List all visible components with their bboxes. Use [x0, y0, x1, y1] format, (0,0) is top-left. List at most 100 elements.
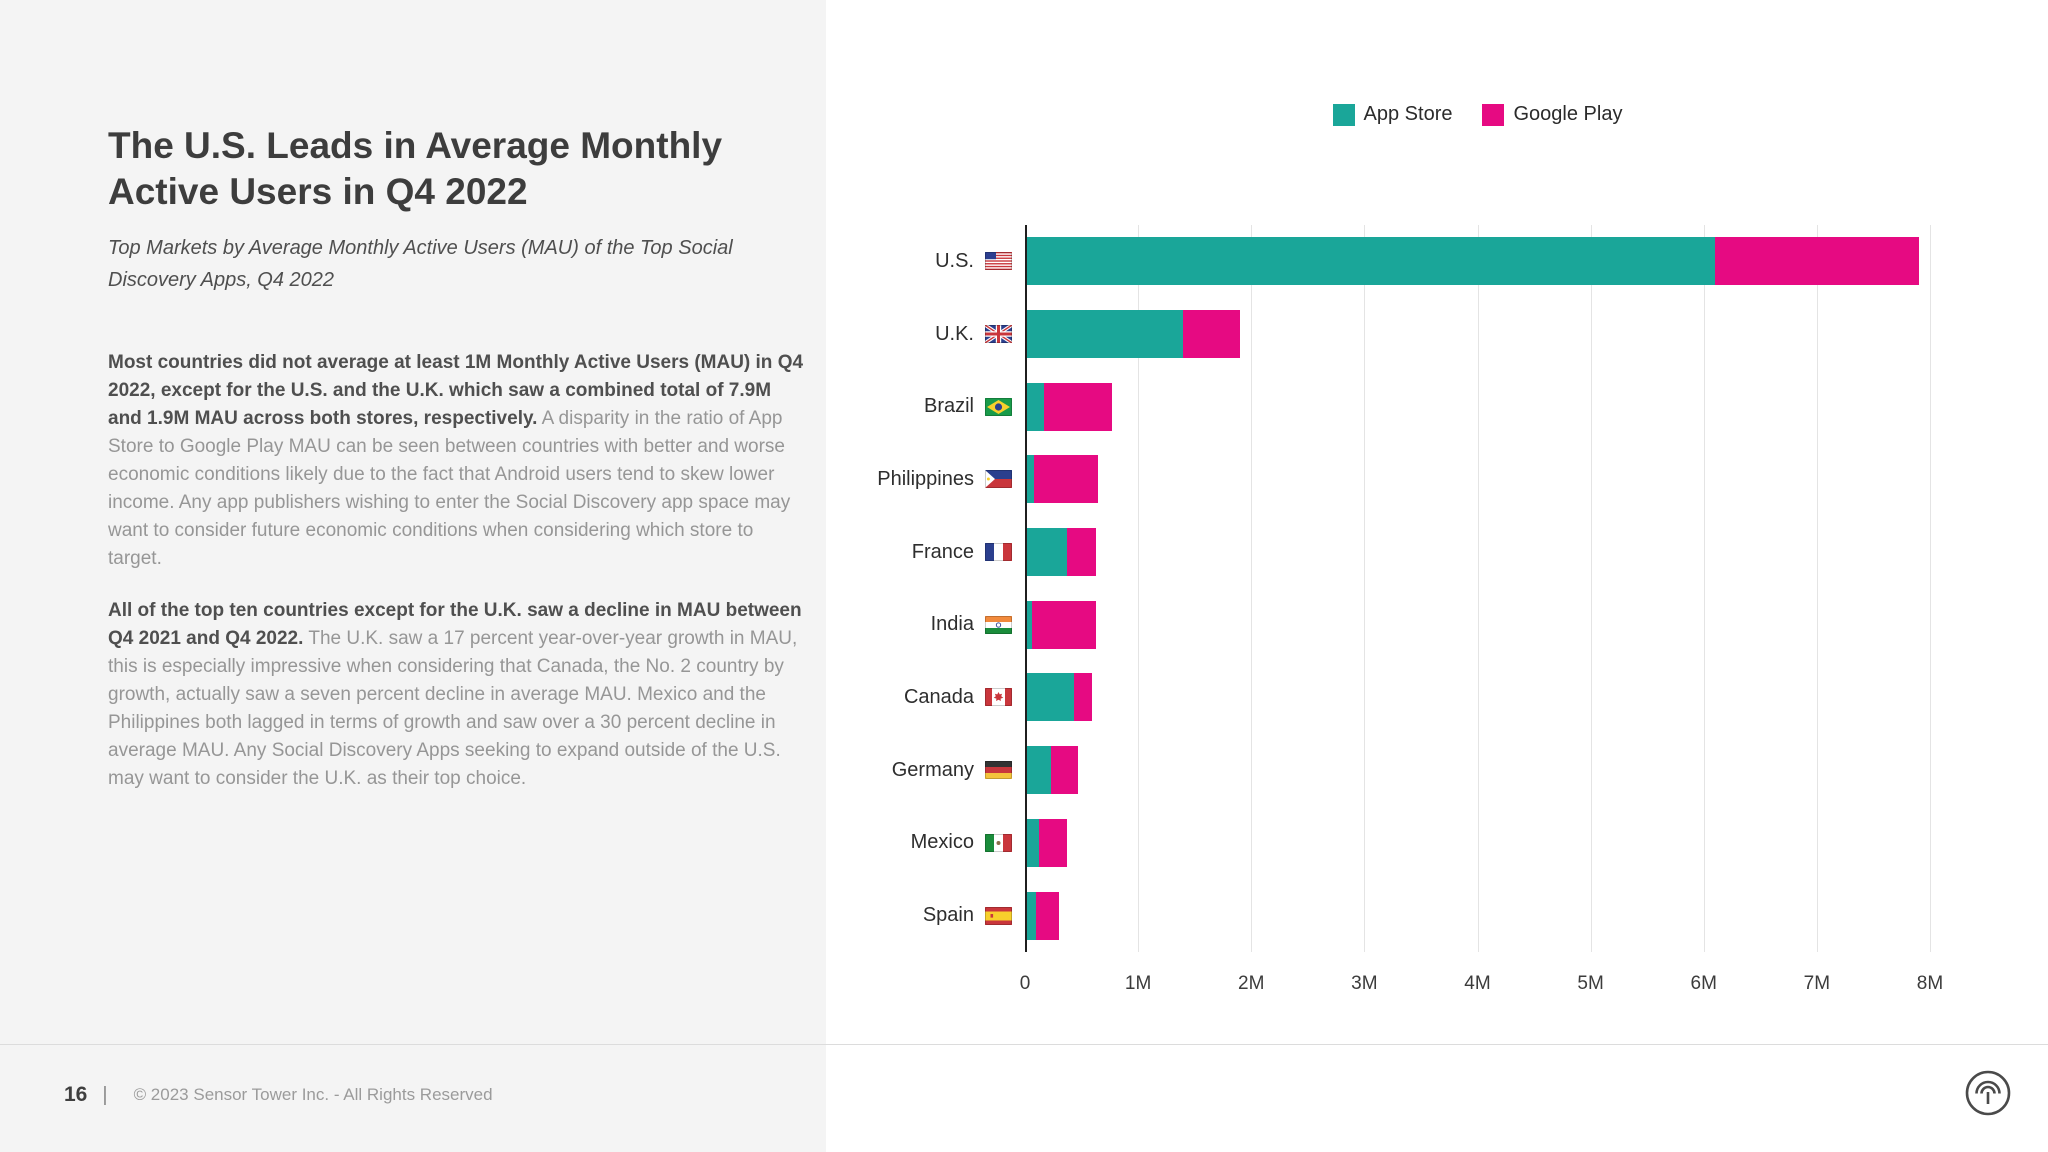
x-tick-label: 5M: [1577, 973, 1604, 994]
country-name: Spain: [922, 904, 974, 927]
bar-track: [1025, 310, 1240, 359]
country-label: Canada: [830, 686, 1025, 709]
chart-row: Canada: [830, 661, 1940, 734]
x-tick-label: 0: [1019, 973, 1031, 994]
copyright-text: © 2023 Sensor Tower Inc. - All Rights Re…: [133, 1085, 493, 1104]
paragraph-1-bold: Most countries did not average at least …: [108, 352, 804, 429]
x-tick-label: 3M: [1351, 973, 1378, 994]
footer-separator: |: [102, 1083, 108, 1106]
canada-flag-icon: [985, 688, 1012, 707]
bar-track: [1025, 673, 1092, 722]
gridline: [1364, 225, 1366, 952]
bar-segment-google-play: [1715, 237, 1919, 286]
legend-item-google-play: Google Play: [1482, 103, 1622, 126]
x-tick-label: 6M: [1690, 973, 1717, 994]
country-label: Germany: [830, 759, 1025, 782]
chart-caption: Top Markets by Average Monthly Active Us…: [108, 237, 733, 291]
gridline: [1251, 225, 1253, 952]
chart-row: India: [830, 588, 1940, 661]
bar-track: [1025, 237, 1919, 286]
legend-item-app-store: App Store: [1332, 103, 1452, 126]
mexico-flag-icon: [985, 833, 1012, 852]
chart-row: U.S.: [830, 225, 1940, 298]
bar-segment-app-store: [1025, 891, 1036, 940]
country-name: U.S.: [935, 249, 974, 272]
bar-segment-app-store: [1025, 455, 1034, 504]
chart-row: Mexico: [830, 807, 1940, 880]
bar-segment-app-store: [1025, 746, 1051, 795]
bar-segment-app-store: [1025, 600, 1032, 649]
footer-divider: [0, 1044, 2048, 1045]
country-name: Canada: [903, 685, 974, 708]
country-label: Philippines: [830, 468, 1025, 491]
bar-segment-google-play: [1074, 673, 1092, 722]
chart-legend: App Store Google Play: [1025, 103, 1930, 126]
philippines-flag-icon: [985, 470, 1012, 489]
paragraph-2-text: The U.K. saw a 17 percent year-over-year…: [108, 628, 798, 789]
us-flag-icon: [985, 252, 1012, 271]
gridline: [1930, 225, 1931, 952]
germany-flag-icon: [985, 761, 1012, 780]
gridline: [1590, 225, 1592, 952]
google-play-swatch-icon: [1482, 103, 1505, 126]
paragraph-2-bold: All of the top ten countries except for …: [108, 600, 802, 649]
france-flag-icon: [985, 543, 1012, 562]
chart-row: Germany: [830, 734, 1940, 807]
spain-flag-icon: [985, 906, 1012, 925]
country-label: Brazil: [830, 395, 1025, 418]
country-label: Mexico: [830, 831, 1025, 854]
bar-chart: U.S. U.K. Brazil Philippines France India Cana…: [830, 225, 1943, 1025]
bar-segment-google-play: [1036, 891, 1059, 940]
country-name: France: [911, 540, 974, 563]
chart-row: Philippines: [830, 443, 1940, 516]
paragraph-2: All of the top ten countries except for …: [108, 597, 808, 793]
bar-segment-google-play: [1067, 528, 1096, 577]
country-label: Spain: [830, 904, 1025, 927]
bar-segment-google-play: [1034, 455, 1098, 504]
text-panel: [0, 0, 826, 1152]
country-name: Mexico: [910, 831, 974, 854]
uk-flag-icon: [985, 325, 1012, 344]
app-store-swatch-icon: [1332, 103, 1355, 126]
bar-segment-google-play: [1039, 818, 1067, 867]
y-axis-line: [1025, 225, 1027, 952]
bar-track: [1025, 382, 1112, 431]
country-label: France: [830, 541, 1025, 564]
sensor-tower-logo-icon: [1964, 1069, 2012, 1117]
country-label: India: [830, 613, 1025, 636]
country-label: U.S.: [830, 250, 1025, 273]
country-name: Philippines: [877, 467, 974, 490]
bar-segment-app-store: [1025, 237, 1715, 286]
country-name: Germany: [891, 758, 974, 781]
bar-segment-app-store: [1025, 382, 1044, 431]
bar-segment-app-store: [1025, 818, 1039, 867]
paragraph-1-text: A disparity in the ratio of App Store to…: [108, 408, 791, 569]
bar-track: [1025, 746, 1078, 795]
gridline: [1477, 225, 1479, 952]
bar-track: [1025, 455, 1098, 504]
bar-segment-app-store: [1025, 310, 1183, 359]
chart-row: Brazil: [830, 370, 1940, 443]
gridline: [1816, 225, 1818, 952]
chart-row: France: [830, 516, 1940, 589]
country-name: India: [930, 613, 974, 636]
chart-rows: U.S. U.K. Brazil Philippines France India Cana…: [830, 225, 1940, 952]
country-name: Brazil: [923, 395, 974, 418]
bar-segment-google-play: [1051, 746, 1078, 795]
x-tick-label: 4M: [1464, 973, 1491, 994]
paragraph-1: Most countries did not average at least …: [108, 349, 808, 573]
legend-label-google-play: Google Play: [1513, 103, 1623, 125]
bar-track: [1025, 528, 1096, 577]
bar-segment-google-play: [1032, 600, 1096, 649]
bar-segment-google-play: [1183, 310, 1240, 359]
x-tick-label: 2M: [1238, 973, 1265, 994]
footer: 16 | © 2023 Sensor Tower Inc. - All Righ…: [64, 1083, 493, 1107]
bar-segment-app-store: [1025, 528, 1067, 577]
bar-segment-app-store: [1025, 673, 1074, 722]
x-tick-label: 7M: [1803, 973, 1831, 994]
bar-track: [1025, 818, 1067, 867]
india-flag-icon: [985, 615, 1012, 634]
country-name: U.K.: [935, 322, 974, 345]
gridline: [1703, 225, 1705, 952]
